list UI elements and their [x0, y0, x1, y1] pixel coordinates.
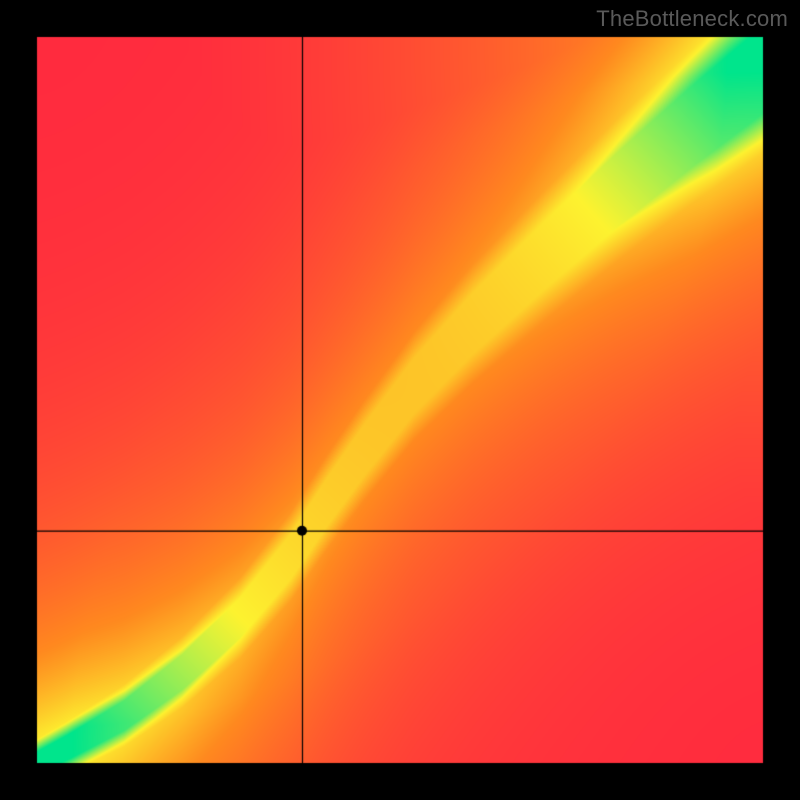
bottleneck-heatmap: [0, 0, 800, 800]
watermark-text: TheBottleneck.com: [596, 6, 788, 32]
